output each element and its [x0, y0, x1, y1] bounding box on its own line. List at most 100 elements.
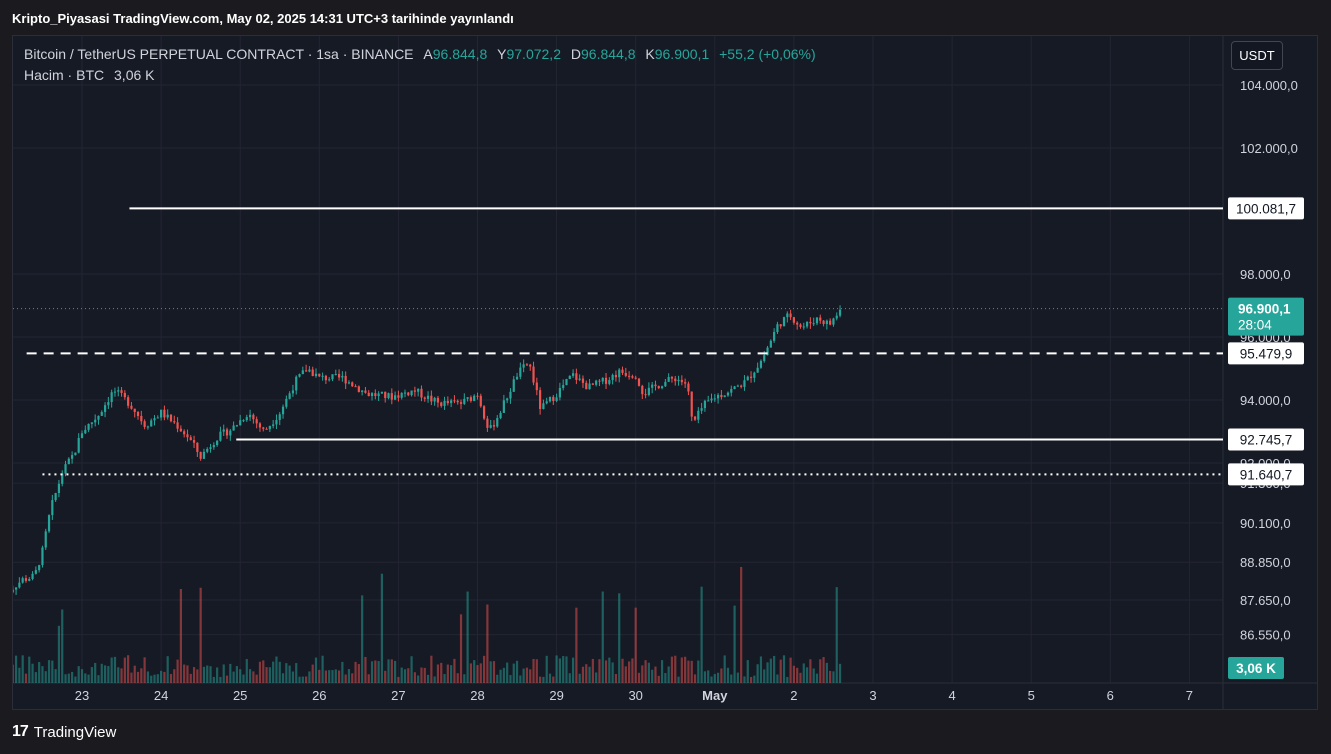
symbol-title[interactable]: Bitcoin / TetherUS PERPETUAL CONTRACT · …	[24, 46, 414, 62]
low-value: 96.844,8	[581, 46, 636, 62]
volume-bar	[176, 659, 179, 683]
candle-body	[90, 422, 93, 424]
candle-body	[482, 406, 486, 419]
candle-body	[726, 392, 730, 396]
candle-body	[216, 440, 219, 446]
volume-bar	[344, 674, 347, 683]
tradingview-logo-icon[interactable]: 17	[12, 723, 29, 740]
candle-body	[723, 395, 726, 398]
last-price-label: 96.900,1	[1238, 302, 1291, 317]
candle-body	[318, 373, 321, 377]
volume-bar	[107, 666, 110, 683]
volume-bars	[13, 566, 842, 683]
volume-bar	[232, 671, 235, 683]
volume-bar	[308, 671, 311, 683]
candle-body	[535, 382, 538, 391]
candle-body	[812, 323, 815, 325]
volume-bar	[436, 664, 440, 683]
volume-bar	[749, 676, 753, 683]
candle-body	[347, 382, 351, 384]
footer-brand[interactable]: TradingView	[33, 723, 117, 741]
volume-bar	[450, 665, 453, 683]
high-value: 97.072,2	[506, 46, 561, 62]
candle-body	[328, 379, 331, 381]
volume-bar	[433, 676, 436, 683]
candle-body	[179, 428, 182, 432]
volume-bar	[575, 607, 578, 683]
volume-bar	[631, 658, 634, 683]
candle-body	[245, 417, 248, 421]
chart-frame[interactable]: 104.000,0 102.000,0 98.000,0 96.000,0 94.000…	[12, 35, 1318, 710]
volume-bar	[730, 674, 733, 683]
candle-body	[654, 384, 657, 387]
candle-body	[387, 393, 390, 399]
candle-body	[84, 429, 87, 434]
candle-body	[773, 332, 776, 341]
candle-body	[272, 424, 275, 426]
volume-bar	[67, 673, 70, 683]
candle-body	[71, 455, 74, 459]
volume-bar	[786, 676, 789, 683]
volume-bar	[740, 566, 743, 683]
candle-body	[278, 414, 281, 420]
volume-bar	[334, 669, 337, 683]
volume-bar	[209, 666, 212, 683]
candle-body	[575, 373, 578, 380]
volume-bar	[621, 658, 624, 683]
currency-button[interactable]: USDT	[1231, 41, 1283, 70]
volume-bar	[156, 674, 159, 683]
volume-bar	[647, 662, 650, 683]
volume-bar	[720, 668, 723, 683]
candle-body	[288, 393, 291, 399]
volume-bar	[331, 670, 334, 683]
volume-bar	[370, 661, 374, 683]
volume-bar	[703, 671, 707, 683]
volume-bar	[113, 656, 117, 683]
candle-body	[430, 395, 433, 402]
candle-body	[275, 419, 278, 425]
volume-bar	[492, 661, 496, 683]
volume-bar	[255, 674, 258, 683]
volume-bar	[443, 674, 446, 683]
volume-bar	[522, 668, 525, 683]
candle-body	[212, 445, 215, 448]
candle-body	[624, 372, 627, 376]
volume-bar	[278, 661, 281, 683]
volume-bar	[288, 665, 291, 683]
volume-bar	[680, 657, 683, 683]
volume-bar	[77, 666, 80, 683]
volume-bar	[311, 664, 314, 683]
candle-body	[51, 500, 54, 516]
volume-bar	[825, 662, 828, 683]
candle-body	[716, 394, 720, 399]
price-chart[interactable]: 104.000,0102.000,098.000,096.000,094.000…	[13, 36, 1318, 710]
volume-bar	[31, 663, 34, 683]
volume-bar	[838, 663, 842, 683]
candle-body	[647, 387, 650, 395]
candle-body	[733, 386, 736, 390]
candle-body	[133, 408, 136, 413]
candle-body	[506, 398, 509, 401]
candle-body	[206, 448, 209, 452]
y-tick-label: 88.850,0	[1240, 555, 1291, 570]
volume-bar	[163, 671, 166, 683]
candle-body	[47, 515, 51, 532]
candle-body	[486, 418, 489, 428]
candle-body	[140, 416, 143, 422]
candle-body	[400, 392, 403, 398]
high-label: Y	[497, 46, 507, 62]
candle-body	[252, 414, 255, 420]
volume-bar	[815, 673, 819, 683]
candle-body	[730, 389, 733, 393]
candle-body	[802, 326, 805, 328]
candle-body	[552, 396, 555, 401]
x-tick-label: 24	[154, 688, 168, 703]
candle-body	[117, 390, 120, 392]
candle-body	[417, 388, 420, 392]
volume-bar	[169, 674, 173, 683]
candle-body	[651, 384, 654, 388]
volume-label[interactable]: Hacim · BTC	[24, 67, 105, 83]
volume-bar	[321, 655, 324, 683]
x-tick-label: 4	[948, 688, 955, 703]
candle-body	[225, 429, 229, 436]
